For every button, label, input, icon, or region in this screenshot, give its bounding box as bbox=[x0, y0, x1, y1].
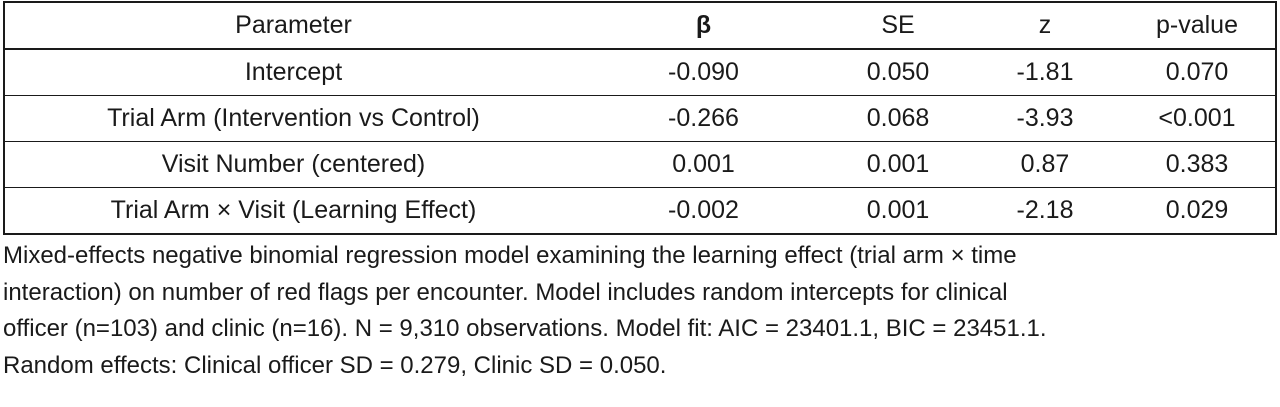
cell-parameter: Visit Number (centered) bbox=[4, 141, 582, 188]
cell-parameter: Intercept bbox=[4, 48, 582, 96]
cell-p-value: <0.001 bbox=[1119, 95, 1276, 142]
caption-line: Random effects: Clinical officer SD = 0.… bbox=[3, 351, 667, 379]
header-parameter: Parameter bbox=[4, 1, 582, 50]
cell-z: -1.81 bbox=[971, 48, 1119, 96]
header-p-value: p-value bbox=[1119, 1, 1276, 50]
regression-table: Parameter β SE z p-value Intercept -0.09… bbox=[3, 1, 1277, 235]
table-header-row: Parameter β SE z p-value bbox=[4, 1, 1276, 50]
cell-beta: -0.002 bbox=[582, 187, 825, 235]
cell-parameter: Trial Arm × Visit (Learning Effect) bbox=[4, 187, 582, 235]
cell-beta: -0.266 bbox=[582, 95, 825, 142]
header-se: SE bbox=[825, 1, 971, 50]
cell-parameter: Trial Arm (Intervention vs Control) bbox=[4, 95, 582, 142]
cell-beta: 0.001 bbox=[582, 141, 825, 188]
table-row: Trial Arm × Visit (Learning Effect) -0.0… bbox=[4, 187, 1276, 235]
table-caption: Mixed-effects negative binomial regressi… bbox=[3, 238, 1277, 384]
table-row: Trial Arm (Intervention vs Control) -0.2… bbox=[4, 95, 1276, 142]
cell-z: -2.18 bbox=[971, 187, 1119, 235]
cell-se: 0.068 bbox=[825, 95, 971, 142]
caption-line: interaction) on number of red flags per … bbox=[3, 278, 1008, 306]
cell-se: 0.001 bbox=[825, 141, 971, 188]
cell-se: 0.050 bbox=[825, 48, 971, 96]
caption-line: Mixed-effects negative binomial regressi… bbox=[3, 242, 1017, 269]
cell-p-value: 0.383 bbox=[1119, 141, 1276, 188]
header-beta: β bbox=[582, 1, 825, 50]
cell-p-value: 0.070 bbox=[1119, 48, 1276, 96]
cell-p-value: 0.029 bbox=[1119, 187, 1276, 235]
header-z: z bbox=[971, 1, 1119, 50]
table-row: Intercept -0.090 0.050 -1.81 0.070 bbox=[4, 48, 1276, 96]
table-row: Visit Number (centered) 0.001 0.001 0.87… bbox=[4, 141, 1276, 188]
cell-se: 0.001 bbox=[825, 187, 971, 235]
cell-beta: -0.090 bbox=[582, 48, 825, 96]
caption-line: officer (n=103) and clinic (n=16). N = 9… bbox=[3, 315, 1047, 342]
cell-z: 0.87 bbox=[971, 141, 1119, 188]
cell-z: -3.93 bbox=[971, 95, 1119, 142]
